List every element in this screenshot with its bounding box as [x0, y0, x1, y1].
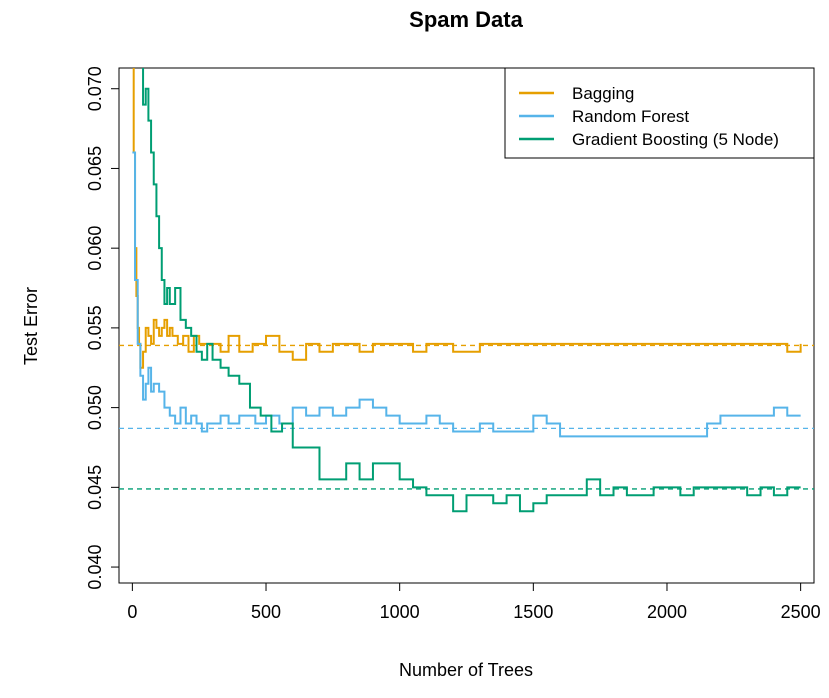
legend-box	[504, 67, 815, 159]
x-axis: 0 500 1000 1500 2000 2500	[127, 583, 821, 622]
y-tick-label: 0.065	[85, 146, 105, 191]
x-tick-label: 0	[127, 602, 137, 622]
y-axis: 0.040 0.045 0.050 0.055 0.060 0.065 0.070	[85, 66, 119, 590]
y-tick-label: 0.060	[85, 226, 105, 271]
chart-title: Spam Data	[409, 7, 523, 32]
x-tick-label: 2000	[647, 602, 687, 622]
y-tick-label: 0.070	[85, 66, 105, 111]
legend-entry-label: Random Forest	[572, 107, 689, 126]
plot-frame	[118, 67, 815, 584]
legend: Bagging Random Forest Gradient Boosting (5…	[504, 67, 815, 159]
y-tick-label: 0.055	[85, 305, 105, 350]
y-tick-label: 0.045	[85, 465, 105, 510]
x-tick-label: 1500	[513, 602, 553, 622]
y-tick-label: 0.050	[85, 385, 105, 430]
x-tick-label: 500	[251, 602, 281, 622]
series-line	[142, 68, 801, 513]
y-tick-label: 0.040	[85, 545, 105, 590]
series-layer	[132, 68, 802, 513]
x-tick-label: 1000	[380, 602, 420, 622]
reference-lines	[119, 344, 814, 490]
legend-entry-label: Gradient Boosting (5 Node)	[572, 130, 779, 149]
legend-entry-label: Bagging	[572, 84, 634, 103]
x-tick-label: 2500	[781, 602, 821, 622]
series-line	[132, 68, 802, 369]
series-line	[132, 151, 801, 438]
x-axis-label: Number of Trees	[399, 660, 533, 680]
y-axis-label: Test Error	[21, 287, 41, 365]
